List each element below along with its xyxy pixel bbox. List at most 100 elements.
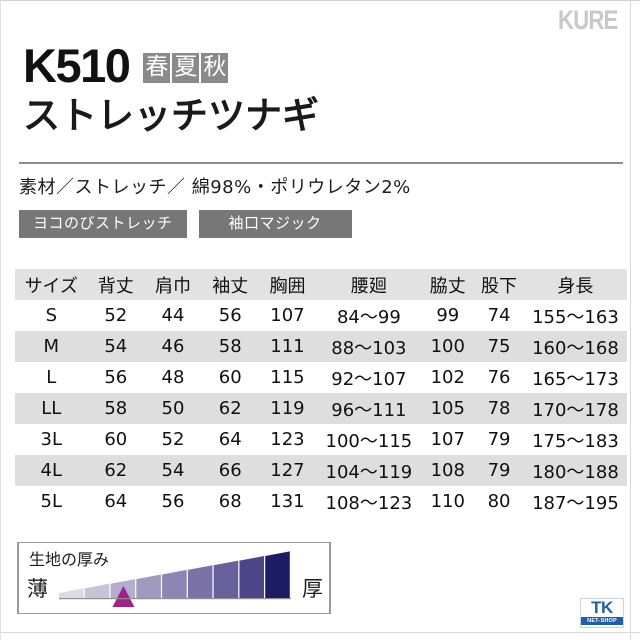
table-row: LL 58 50 62 119 96〜111 105 78 170〜178	[15, 393, 627, 424]
cell-katahaba: 56	[161, 491, 185, 512]
cell-size: M	[43, 336, 60, 357]
cell-sodetake: 68	[218, 491, 242, 512]
cell-sodetake: 56	[218, 305, 242, 326]
cell-seitake: 52	[104, 305, 128, 326]
cell-katahaba: 44	[161, 305, 185, 326]
cell-muneikomi: 107	[270, 305, 305, 326]
feature-tag-cuff-velcro: 袖口マジック	[198, 210, 352, 238]
table-row: 4L 62 54 66 127 104〜119 108 79 180〜188	[15, 455, 627, 486]
cell-matashita: 76	[487, 367, 511, 388]
cell-wakitake: 102	[430, 367, 465, 388]
feature-tag-group: ヨコのびストレッチ 袖口マジック	[19, 210, 352, 238]
cell-muneikomi: 123	[270, 429, 305, 450]
col-header-shinchou: 身長	[557, 275, 594, 297]
cell-matashita: 78	[487, 398, 511, 419]
feature-tag-stretch: ヨコのびストレッチ	[19, 210, 187, 238]
cell-wakitake: 107	[430, 429, 465, 450]
cell-wakitake: 100	[430, 336, 465, 357]
cell-seitake: 60	[104, 429, 128, 450]
cell-seitake: 64	[104, 491, 128, 512]
cell-sodetake: 62	[218, 398, 242, 419]
gauge-title: 生地の厚み	[29, 550, 110, 569]
header-block: K510 春 夏 秋 ストレッチツナギ	[23, 41, 619, 138]
cell-shinchou: 175〜183	[532, 430, 619, 452]
cell-katahaba: 52	[161, 429, 185, 450]
cell-size: 3L	[40, 429, 63, 450]
cell-muneikomi: 131	[270, 491, 305, 512]
cell-sodetake: 66	[218, 460, 242, 481]
table-row: M 54 46 58 111 88〜103 100 75 160〜168	[15, 331, 627, 362]
col-header-muneikomi: 胸囲	[269, 275, 306, 297]
gauge-segments	[59, 551, 291, 607]
gauge-thick-label: 厚	[302, 577, 323, 601]
cell-sodetake: 64	[218, 429, 242, 450]
cell-katahaba: 46	[161, 336, 185, 357]
season-badge-group: 春 夏 秋	[143, 53, 229, 83]
cell-size: S	[45, 305, 58, 326]
kure-brand-logo: KURE	[558, 5, 619, 35]
cell-size: L	[46, 367, 57, 388]
cell-matashita: 74	[487, 305, 511, 326]
cell-koshimawari: 108〜123	[325, 492, 413, 514]
shop-logo-primary: TK	[591, 598, 613, 617]
cell-muneikomi: 127	[270, 460, 305, 481]
col-header-wakitake: 脇丈	[429, 275, 466, 297]
table-row: L 56 48 60 115 92〜107 102 76 165〜173	[15, 362, 627, 393]
cell-size: 4L	[40, 460, 63, 481]
col-header-sodetake: 袖丈	[212, 275, 249, 297]
size-chart-body: S 52 44 56 107 84〜99 99 74 155〜163 M 54 …	[15, 300, 627, 517]
cell-shinchou: 160〜168	[532, 337, 619, 359]
cell-sodetake: 58	[218, 336, 242, 357]
cell-seitake: 54	[104, 336, 128, 357]
cell-wakitake: 99	[436, 305, 460, 326]
col-header-seitake: 背丈	[97, 275, 134, 297]
cell-koshimawari: 100〜115	[325, 430, 413, 452]
fabric-thickness-gauge: 生地の厚み 薄 厚	[17, 542, 331, 614]
cell-koshimawari: 84〜99	[336, 306, 401, 328]
cell-shinchou: 170〜178	[532, 399, 619, 421]
cell-katahaba: 48	[161, 367, 185, 388]
product-name: ストレッチツナギ	[23, 94, 319, 137]
table-row: 3L 60 52 64 123 100〜115 107 79 175〜183	[15, 424, 627, 455]
cell-seitake: 56	[104, 367, 128, 388]
cell-shinchou: 155〜163	[532, 306, 619, 328]
cell-size: LL	[41, 398, 62, 419]
model-number: K510	[23, 38, 131, 92]
table-row: S 52 44 56 107 84〜99 99 74 155〜163	[15, 300, 627, 331]
cell-wakitake: 105	[430, 398, 465, 419]
cell-matashita: 80	[487, 491, 511, 512]
cell-wakitake: 108	[430, 460, 465, 481]
cell-matashita: 79	[487, 429, 511, 450]
season-badge-summer: 夏	[172, 53, 200, 83]
cell-seitake: 58	[104, 398, 128, 419]
cell-shinchou: 180〜188	[532, 461, 619, 483]
gauge-thin-label: 薄	[27, 577, 48, 601]
shop-logo-secondary: NET-SHOP	[581, 617, 623, 625]
cell-shinchou: 187〜195	[532, 492, 619, 514]
cell-koshimawari: 88〜103	[331, 337, 407, 359]
col-header-size: サイズ	[24, 275, 79, 297]
cell-katahaba: 50	[161, 398, 185, 419]
cell-koshimawari: 92〜107	[331, 368, 407, 390]
material-description: 素材／ストレッチ／ 綿98%・ポリウレタン2%	[19, 177, 411, 198]
cell-seitake: 62	[104, 460, 128, 481]
season-badge-spring: 春	[143, 53, 171, 83]
model-and-season-row: K510 春 夏 秋	[23, 41, 619, 89]
right-edge-rule	[630, 1, 631, 640]
cell-muneikomi: 111	[270, 336, 305, 357]
cell-katahaba: 54	[161, 460, 185, 481]
cell-koshimawari: 96〜111	[331, 399, 407, 421]
cell-size: 5L	[40, 491, 63, 512]
shop-logo: TK NET-SHOP	[580, 598, 624, 628]
col-header-katahaba: 肩巾	[155, 275, 191, 297]
cell-matashita: 79	[487, 460, 511, 481]
bottom-edge-rule	[1, 632, 640, 633]
table-row: 5L 64 56 68 131 108〜123 110 80 187〜195	[15, 486, 627, 517]
cell-muneikomi: 119	[270, 398, 305, 419]
cell-sodetake: 60	[218, 367, 242, 388]
cell-shinchou: 165〜173	[532, 368, 619, 390]
cell-koshimawari: 104〜119	[325, 461, 413, 483]
cell-matashita: 75	[487, 336, 511, 357]
cell-muneikomi: 115	[270, 367, 305, 388]
